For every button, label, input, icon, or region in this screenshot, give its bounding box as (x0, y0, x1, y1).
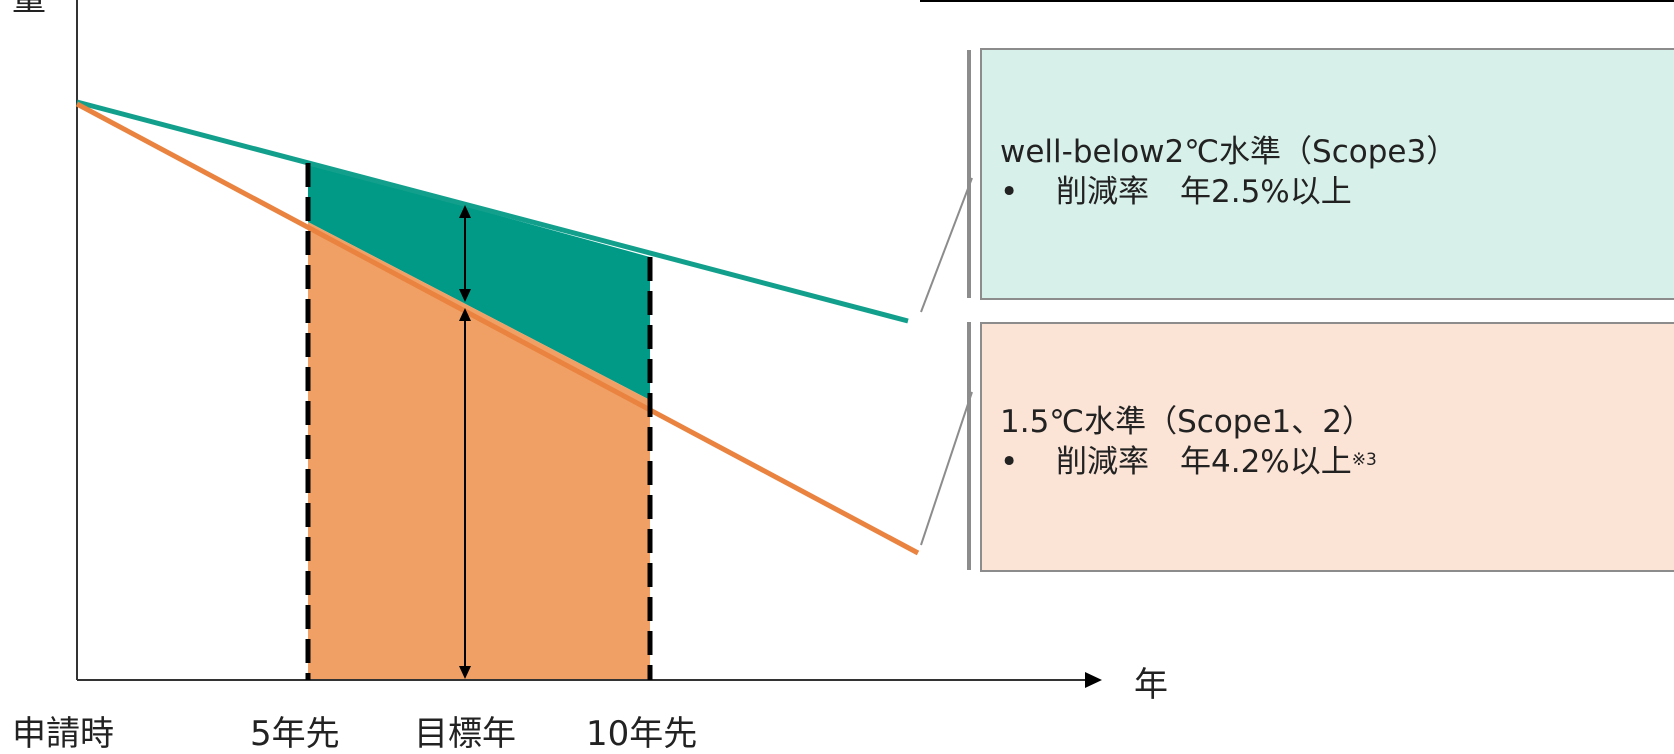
bullet-dot: • (1000, 174, 1019, 210)
well-below-2c-box: well-below2℃水準（Scope3） • 削減率 年2.5%以上 (980, 48, 1674, 300)
teal-gap-area (308, 163, 650, 400)
footnote-marker: ※3 (1351, 450, 1377, 470)
well-below-2c-line (76, 99, 909, 324)
x-tick-5y: 5年先 (250, 714, 340, 750)
level-arrow-head-bottom (459, 666, 471, 679)
bracket-top (967, 50, 971, 298)
1-5c-bullet: • 削減率 年4.2%以上 ※3 (1000, 442, 1674, 482)
bracket-bottom (967, 322, 971, 570)
leader-line-top (920, 177, 973, 313)
x-tick-application: 申請時 (12, 714, 114, 750)
level-arrow-head-top (459, 308, 471, 321)
x-axis-unit: 年 (1134, 665, 1168, 705)
orange-area (308, 222, 650, 680)
bullet-dot: • (1000, 444, 1019, 480)
1-5c-title: 1.5℃水準（Scope1、2） (1000, 404, 1373, 440)
1-5c-rate: 削減率 年4.2%以上 (1056, 444, 1352, 480)
gap-arrow-head-top (459, 205, 471, 218)
x-axis-arrowhead (1085, 672, 1102, 688)
x-tick-10y: 10年先 (586, 714, 697, 750)
well-below-2c-title: well-below2℃水準（Scope3） (1000, 134, 1458, 170)
y-axis-label: 量 (12, 0, 46, 19)
gap-arrow-head-bottom (459, 289, 471, 302)
well-below-2c-rate: 削減率 年2.5%以上 (1056, 174, 1352, 210)
leader-line-bottom (920, 391, 973, 546)
1-5c-box: 1.5℃水準（Scope1、2） • 削減率 年4.2%以上 ※3 (980, 322, 1674, 572)
well-below-2c-bullet: • 削減率 年2.5%以上 (1000, 172, 1674, 212)
1-5c-line (75, 101, 920, 556)
x-tick-target: 目標年 (414, 714, 516, 750)
